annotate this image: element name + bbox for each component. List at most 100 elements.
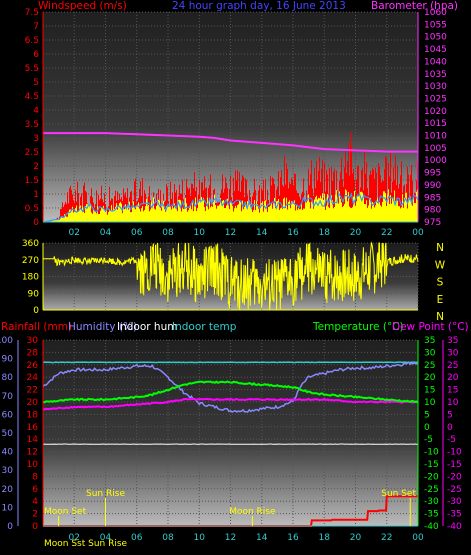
compass-label: W — [435, 259, 446, 271]
humidity-tick-label: 60 — [2, 410, 14, 420]
barometer-tick-label: 1035 — [424, 70, 447, 80]
wind-tick-label: 1 — [33, 190, 39, 200]
rain-tick-label: 14 — [27, 435, 39, 445]
barometer-tick-label: 980 — [424, 206, 441, 216]
dew-point-line — [43, 397, 419, 411]
wind-tick-label: 5.5 — [25, 64, 39, 74]
compass-label: N — [436, 311, 444, 323]
dewpoint-tick-label: -10 — [447, 448, 462, 458]
rain-tick-label: 6 — [32, 485, 38, 495]
direction-tick-label: 180 — [22, 273, 39, 283]
barometer-tick-label: 1000 — [424, 156, 447, 166]
wind-tick-label: 2 — [33, 162, 39, 172]
temperature-tick-label: 0 — [424, 423, 430, 433]
direction-tick-label: 360 — [22, 239, 39, 249]
dewpoint-tick-label: 15 — [447, 386, 458, 396]
temperature-tick-label: 35 — [424, 336, 435, 346]
temp-x-tick-label: 00 — [412, 533, 424, 543]
direction-tick-label: 90 — [28, 289, 40, 299]
barometer-tick-label: 1025 — [424, 94, 447, 104]
temperature-humidity-panel: 0102030405060708090100024681012141618202… — [0, 321, 469, 549]
barometer-tick-label: 1005 — [424, 144, 447, 154]
rain-tick-label: 20 — [27, 398, 39, 408]
temp-x-tick-label: 22 — [381, 533, 392, 543]
dewpoint-tick-label: 20 — [447, 373, 459, 383]
wind-x-tick-label: 08 — [162, 228, 174, 238]
temperature-tick-label: 20 — [424, 373, 436, 383]
humidity-tick-label: 0 — [7, 522, 13, 532]
temperature-tick-label: 10 — [424, 398, 436, 408]
wind-direction-line — [43, 241, 419, 311]
dew-point-axis-title: Dew Point (°C) — [392, 321, 469, 333]
event-label: Moon Set — [44, 507, 87, 517]
temp-x-tick-label: 18 — [319, 533, 331, 543]
barometer-tick-label: 1045 — [424, 45, 447, 55]
wind-x-tick-label: 18 — [319, 228, 331, 238]
wind-x-tick-label: 06 — [131, 228, 143, 238]
temperature-tick-label: -5 — [424, 435, 433, 445]
temperature-tick-label: -35 — [424, 510, 439, 520]
humidity-tick-label: 50 — [2, 429, 14, 439]
wind-tick-label: 0 — [33, 218, 39, 228]
indoor-temp-line — [42, 361, 418, 364]
temperature-tick-label: -40 — [424, 522, 439, 532]
compass-label: E — [437, 294, 444, 306]
rain-tick-label: 18 — [27, 410, 39, 420]
barometer-tick-label: 985 — [424, 193, 441, 203]
event-label: Moon Rise — [229, 507, 276, 517]
humidity-tick-label: 30 — [2, 466, 14, 476]
wind-tick-label: 6.5 — [25, 36, 39, 46]
direction-tick-label: 270 — [22, 256, 39, 266]
humidity-tick-label: 80 — [2, 373, 14, 383]
temperature-tick-label: -25 — [424, 485, 439, 495]
indoor-hum-label: Indoor hum — [117, 321, 177, 333]
rain-tick-label: 4 — [32, 497, 38, 507]
graph-title: 24 hour graph day, 16 June 2013 — [172, 0, 346, 12]
rain-tick-label: 2 — [32, 510, 38, 520]
humidity-line — [42, 361, 419, 413]
rain-tick-label: 30 — [27, 336, 39, 346]
temperature-tick-label: -20 — [424, 472, 439, 482]
wind-panel-marks — [42, 131, 419, 223]
rain-tick-label: 0 — [32, 522, 38, 532]
wind-x-tick-label: 22 — [381, 228, 392, 238]
wind-tick-label: 4.5 — [25, 92, 39, 102]
wind-tick-label: 6 — [33, 50, 39, 60]
event-footer-text: Moon Sst Sun Rise — [44, 539, 128, 549]
temp-panel-axes: 0102030405060708090100024681012141618202… — [0, 336, 462, 543]
temperature-tick-label: -10 — [424, 448, 439, 458]
temperature-tick-label: -30 — [424, 497, 439, 507]
astronomy-events: Moon Set Sun Rise Moon Rise Sun Set — [44, 489, 416, 526]
temperature-tick-label: 5 — [424, 410, 430, 420]
wind-tick-label: 2.5 — [25, 148, 39, 158]
rain-tick-label: 8 — [32, 472, 38, 482]
barometer-tick-label: 990 — [424, 181, 441, 191]
dewpoint-tick-label: 25 — [447, 361, 458, 371]
humidity-tick-label: 70 — [2, 392, 14, 402]
humidity-tick-label: 40 — [2, 448, 14, 458]
barometer-tick-label: 975 — [424, 218, 441, 228]
temperature-tick-label: 15 — [424, 386, 435, 396]
temperature-tick-label: -15 — [424, 460, 439, 470]
dewpoint-tick-label: 10 — [447, 398, 459, 408]
wind-tick-label: 3.5 — [25, 120, 39, 130]
humidity-tick-label: 100 — [0, 336, 13, 346]
barometer-tick-label: 1055 — [424, 20, 447, 30]
barometer-tick-label: 1030 — [424, 82, 447, 92]
wind-average-line — [42, 191, 419, 223]
temperature-tick-label: 25 — [424, 361, 435, 371]
humidity-tick-label: 90 — [2, 355, 14, 365]
rain-tick-label: 16 — [27, 423, 39, 433]
barometer-tick-label: 1040 — [424, 57, 447, 67]
dewpoint-tick-label: -25 — [447, 485, 462, 495]
wind-panel-axes: 0 0.5 1 1.5 2 2.5 3 3.5 4 4.5 5 5.5 6 6.5 7 7.5 02 04 06 08… — [25, 8, 448, 238]
barometer-tick-label: 1010 — [424, 132, 447, 142]
wind-x-tick-label: 10 — [194, 228, 206, 238]
temperature-line — [42, 380, 419, 404]
humidity-axis-title: Humidity (%) — [68, 321, 137, 333]
wind-x-tick-label: 12 — [225, 228, 236, 238]
windspeed-axis-title: Windspeed (m/s) — [38, 0, 127, 12]
barometer-tick-label: 1050 — [424, 33, 447, 43]
